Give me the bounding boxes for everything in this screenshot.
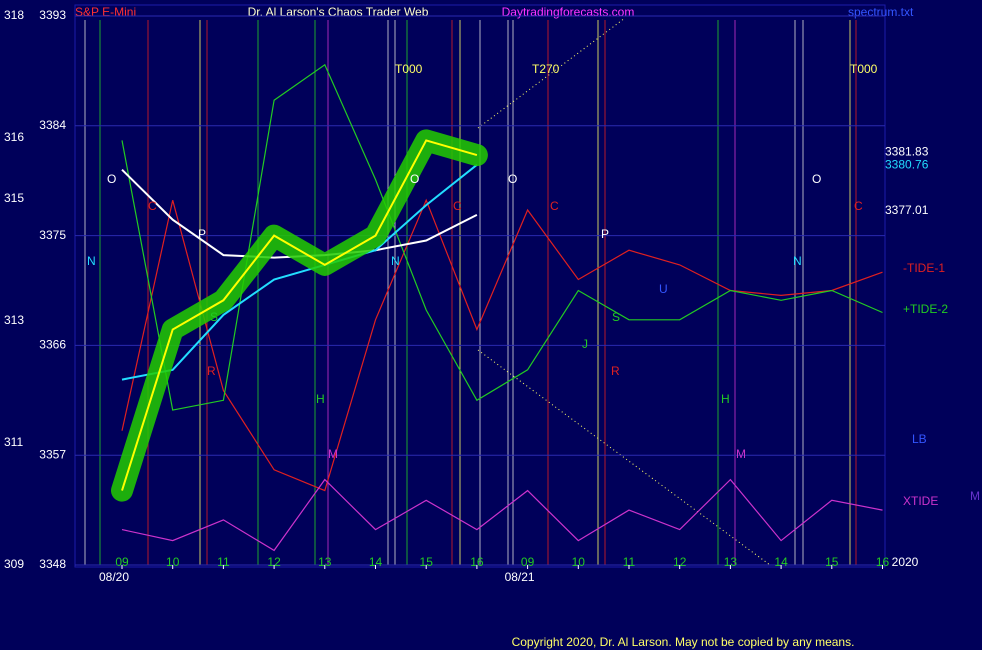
annotation: C [453,199,462,213]
x-tick-label: 10 [572,555,586,569]
annotation: P [198,227,206,241]
date-label: 08/20 [99,570,129,584]
annotation: T270 [532,62,560,76]
annotation: S [612,310,620,324]
plot-frame [74,4,886,568]
annotation: T000 [395,62,423,76]
y-tick-label: 3357 [39,447,66,461]
file-name: spectrum.txt [848,5,914,19]
m-label: M [970,489,980,503]
x-tick-label: 16 [876,555,890,569]
x-tick-label: 12 [267,555,281,569]
chart-subtitle: S&P E-Mini [75,5,136,19]
y-tick-label: 3384 [39,118,66,132]
y2-tick-label: 315 [4,191,24,205]
annotation: R [611,364,620,378]
x-tick-label: 11 [217,555,230,569]
annotation: H [721,392,730,406]
copyright: Copyright 2020, Dr. Al Larson. May not b… [512,635,855,649]
lb-label: LB [912,432,927,446]
last-value-label: 3377.01 [885,203,929,217]
x-tick-label: 10 [166,555,180,569]
annotation: R [207,364,216,378]
annotation: C [550,199,559,213]
series-line [121,198,883,492]
annotation: O [508,172,517,186]
series-name: XTIDE [903,494,938,508]
series-line [121,164,478,381]
x-tick-label: 11 [623,555,636,569]
y2-tick-label: 316 [4,130,24,144]
last-value-label: 3380.76 [885,157,929,171]
series-line [121,139,478,491]
annotation: J [582,337,588,351]
annotation: C [854,199,863,213]
x-tick-label: 13 [318,555,332,569]
x-tick-label: 14 [369,555,383,569]
x-tick-label: 14 [774,555,788,569]
annotation: N [793,254,802,268]
x-tick-label: 12 [673,555,687,569]
annotation: U [659,282,668,296]
annotation: O [107,172,116,186]
annotation: S [210,310,218,324]
x-tick-label: 09 [521,555,535,569]
y-tick-label: 3348 [39,557,66,571]
x-tick-label: 13 [724,555,738,569]
y2-tick-label: 309 [4,557,24,571]
x-tick-label: 16 [470,555,484,569]
annotation: M [736,447,746,461]
x-tick-label: 15 [420,555,434,569]
annotation: H [316,392,325,406]
annotation: P [601,227,609,241]
annotation: C [148,199,157,213]
site-name: Daytradingforecasts.com [502,5,635,19]
x-tick-label: 09 [115,555,129,569]
series-name: +TIDE-2 [903,302,948,316]
annotation: M [328,447,338,461]
last-value-label: 3381.83 [885,144,929,158]
annotation: N [391,254,400,268]
trend-line [477,349,771,566]
y2-tick-label: 318 [4,8,24,22]
chart-title: Dr. Al Larson's Chaos Trader Web [248,5,429,19]
series-line [121,478,883,552]
y-tick-label: 3375 [39,228,66,242]
year-label: 2020 [892,555,919,569]
date-label: 08/21 [505,570,535,584]
y-tick-label: 3393 [39,8,66,22]
annotation: T000 [850,62,878,76]
annotation: O [812,172,821,186]
x-tick-label: 15 [825,555,839,569]
annotation: O [410,172,419,186]
y2-tick-label: 313 [4,313,24,327]
series-name: -TIDE-1 [903,261,945,275]
annotation: N [87,254,96,268]
y2-tick-label: 311 [4,435,23,449]
y-tick-label: 3366 [39,338,66,352]
